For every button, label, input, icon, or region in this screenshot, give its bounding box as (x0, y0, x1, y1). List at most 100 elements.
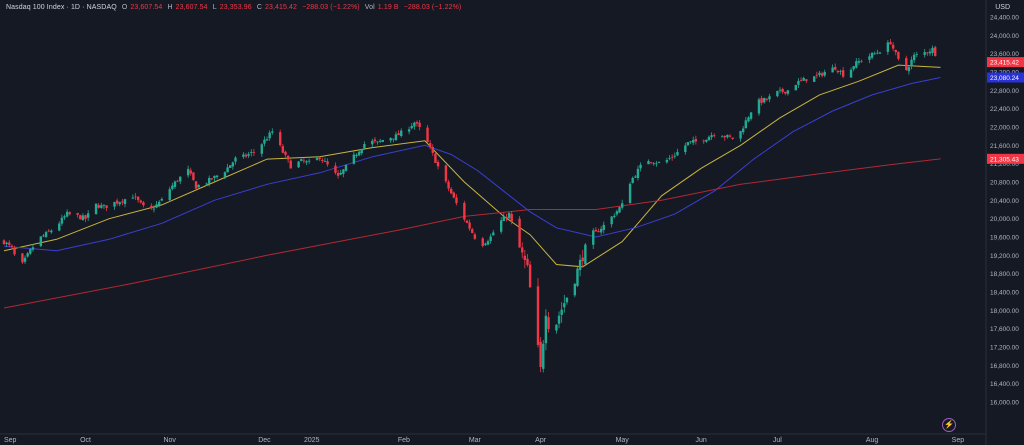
price-label-text: 21,305.43 (990, 156, 1019, 163)
candle-body (731, 137, 734, 140)
candle-body (297, 161, 300, 168)
candle-body (47, 230, 50, 232)
candle-body (389, 138, 392, 141)
candle-body (250, 152, 253, 153)
candle-body (344, 164, 348, 171)
candle-body (142, 202, 145, 206)
candle-body (318, 157, 321, 160)
candle-body (434, 153, 437, 163)
candle-body (352, 154, 356, 164)
price-label-box (987, 57, 1024, 68)
low-value: 23,353.96 (219, 4, 252, 11)
y-tick-label: 16,800.00 (990, 363, 1019, 370)
candle-body (886, 42, 890, 52)
candle-body (489, 236, 492, 241)
time-axis[interactable]: Sep Oct Nov Dec 2025 Feb Mar Apr May Jun Jul Aug Sep (4, 437, 964, 444)
currency-label[interactable]: USD (995, 4, 1010, 11)
candle-body (841, 70, 845, 77)
candle-body (173, 181, 177, 187)
candle-body (926, 52, 929, 54)
candle-body (876, 52, 879, 54)
candle-body (139, 200, 142, 203)
candle-body (210, 178, 214, 180)
price-label-text: 23,080.24 (990, 75, 1019, 82)
candle-body (668, 158, 671, 160)
y-tick-label: 22,000.00 (990, 125, 1019, 132)
candle-body (705, 139, 708, 142)
x-tick-label: May (616, 437, 630, 444)
change-value: −288.03 (−1.22%) (302, 4, 360, 11)
candle-body (763, 98, 766, 103)
candle-body (891, 44, 895, 49)
candle-body (689, 141, 692, 143)
candle-body (547, 317, 550, 330)
candle-body (452, 192, 456, 198)
candle-body (760, 98, 763, 103)
candle-body (636, 168, 640, 178)
candle-body (113, 201, 116, 207)
candle-body (781, 88, 784, 92)
candle-body (97, 205, 100, 208)
candle-body (115, 200, 119, 204)
candle-body (907, 67, 911, 72)
candle-body (820, 73, 824, 76)
candle-body (905, 58, 908, 70)
symbol-legend: Nasdaq 100 Index · 1D · NASDAQ O 23,607.5… (6, 4, 464, 11)
price-label-box (987, 153, 1024, 164)
candle-body (713, 135, 716, 137)
candlesticks (2, 38, 937, 373)
candle-body (252, 152, 256, 154)
candle-body (381, 140, 384, 142)
candle-body (584, 244, 587, 265)
candle-body (268, 132, 271, 139)
candle-body (728, 135, 732, 137)
candle-body (336, 173, 340, 176)
candle-body (594, 229, 598, 232)
high-key: H (167, 4, 173, 11)
y-tick-label: 18,000.00 (990, 308, 1019, 315)
candle-body (813, 76, 816, 82)
candle-body (449, 188, 453, 194)
candle-body (563, 303, 566, 308)
moving-average-line (3, 158, 941, 309)
volume-change-value: −288.03 (−1.22%) (403, 4, 462, 11)
candle-body (286, 155, 290, 160)
candle-body (444, 165, 448, 182)
candle-body (284, 151, 287, 155)
candle-body (81, 215, 85, 221)
candle-body (555, 324, 558, 331)
symbol-title[interactable]: Nasdaq 100 Index · 1D · NASDAQ (6, 4, 117, 11)
candle-body (560, 309, 563, 315)
candle-body (5, 242, 8, 245)
candle-body (231, 162, 235, 167)
candle-body (415, 122, 419, 124)
candle-body (518, 218, 521, 248)
candle-body (118, 202, 121, 205)
candle-body (692, 139, 695, 143)
candle-body (302, 160, 306, 162)
candle-body (31, 247, 35, 250)
y-tick-label: 22,400.00 (990, 106, 1019, 113)
y-tick-label: 24,400.00 (990, 15, 1019, 22)
open-value: 23,607.54 (130, 4, 163, 11)
candle-body (44, 232, 48, 237)
candle-body (160, 198, 164, 201)
candle-body (576, 268, 579, 286)
candle-body (244, 154, 248, 157)
candle-body (179, 176, 182, 182)
flash-icon[interactable]: ⚡ (942, 418, 956, 432)
candle-body (155, 204, 158, 208)
candle-body (652, 163, 655, 165)
candle-body (897, 51, 900, 59)
candle-body (152, 208, 156, 210)
x-tick-label: Nov (163, 437, 176, 444)
candle-body (300, 159, 303, 161)
candle-body (229, 165, 232, 168)
candle-body (597, 231, 600, 233)
candle-body (265, 139, 269, 141)
candle-body (542, 343, 545, 369)
candle-body (581, 257, 584, 262)
candle-body (539, 341, 542, 368)
candle-body (757, 99, 761, 114)
